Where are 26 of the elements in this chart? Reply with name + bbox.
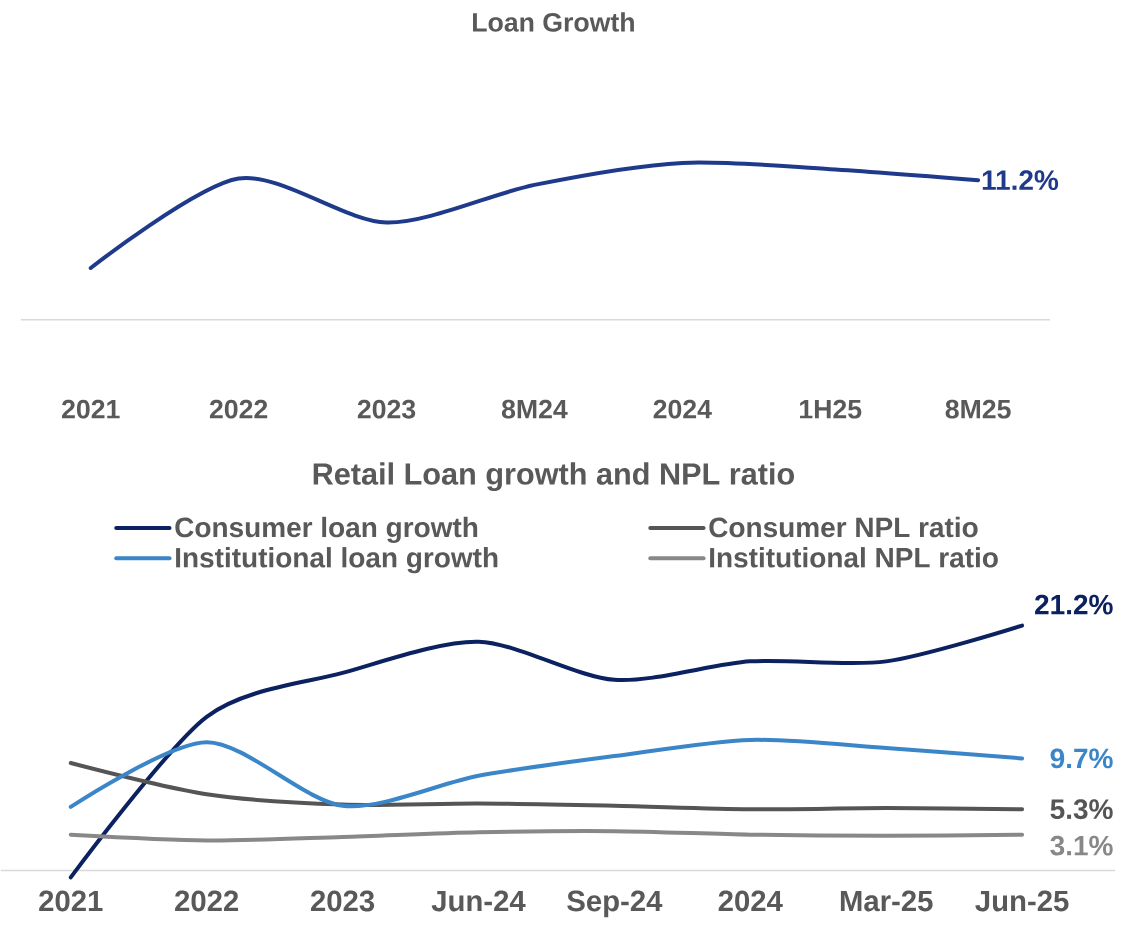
x-tick-label: 2021 (62, 399, 120, 419)
x-tick-label: 2024 (653, 399, 712, 419)
legend-label: Institutional loan growth (176, 546, 498, 574)
annotation: 11.2% (982, 170, 1059, 190)
data-label: 9.7% (1050, 748, 1113, 769)
x-tick-label: 2023 (357, 399, 416, 419)
x-tick-label: 2022 (209, 399, 268, 419)
chart-title: Retail Loan growth and NPL ratio (313, 462, 794, 491)
x-tick-label: 2022 (175, 890, 239, 912)
legend-label: Institutional NPL ratio (710, 546, 998, 568)
x-tick-label: 8M25 (945, 399, 1011, 419)
x-tick-label: Jun-24 (431, 890, 526, 912)
data-label: 3.1% (1050, 835, 1113, 856)
x-tick-label: 8M24 (501, 399, 568, 419)
x-tick-label: Sep-24 (567, 890, 663, 917)
data-label: 5.3% (1050, 799, 1113, 819)
x-tick-label: 2023 (310, 890, 375, 912)
legend-label: Consumer loan growth (175, 516, 478, 543)
legend-label: Consumer NPL ratio (709, 516, 978, 538)
x-tick-label: 1H25 (800, 399, 862, 419)
x-tick-label: Jun-25 (975, 890, 1069, 912)
data-label: 21.2% (1035, 594, 1113, 615)
x-tick-label: 2024 (718, 890, 783, 912)
x-tick-label: Mar-25 (840, 890, 933, 912)
x-tick-label: 2021 (39, 890, 103, 912)
chart-title: Loan Growth (473, 12, 634, 32)
